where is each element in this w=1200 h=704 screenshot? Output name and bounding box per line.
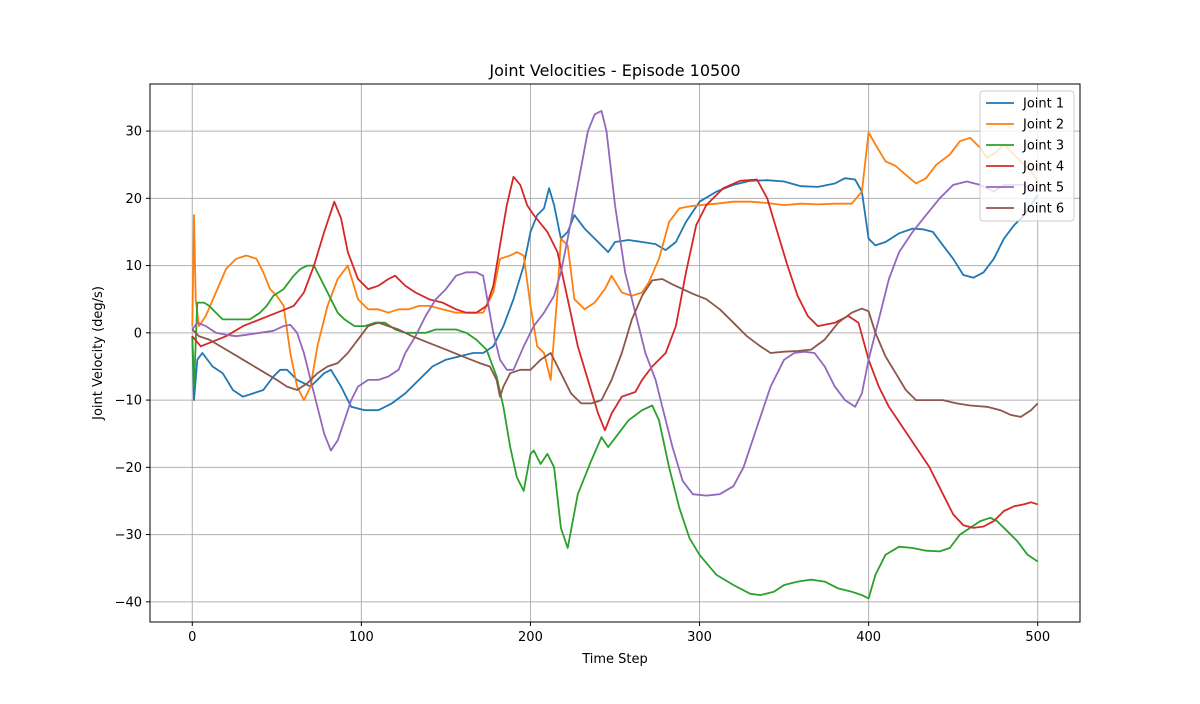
series-line-joint-5 [191, 110, 1039, 497]
y-tick-label: −10 [115, 394, 142, 409]
x-tick-label: 200 [518, 630, 543, 645]
x-tick-label: 300 [687, 630, 712, 645]
series-line-joint-2 [191, 131, 1039, 401]
y-tick-label: 20 [125, 192, 142, 207]
y-tick-label: −20 [115, 461, 142, 476]
series-lines [191, 110, 1039, 600]
plot-area-frame [149, 83, 1081, 623]
legend-label-joint-1: Joint 1 [1022, 97, 1064, 112]
legend-label-joint-6: Joint 6 [1022, 202, 1064, 217]
x-tick-label: 400 [856, 630, 881, 645]
y-tick-label: −40 [115, 595, 142, 610]
axis-ticks: 0 100 200 300 400 500 −40 −30 −20 −10 0 10 20 30 [115, 125, 1051, 645]
x-tick-label: 100 [349, 630, 374, 645]
x-tick-label: 0 [188, 630, 196, 645]
legend: Joint 1 Joint 2 Joint 3 Joint 4 Joint 5 Joint… [979, 90, 1075, 222]
y-tick-label: 30 [125, 125, 142, 140]
series-line-joint-6 [191, 278, 1039, 418]
y-tick-label: 10 [125, 259, 142, 274]
x-axis-label: Time Step [581, 652, 648, 667]
y-tick-label: −30 [115, 528, 142, 543]
series-line-joint-1 [191, 177, 1039, 412]
series-line-joint-3 [191, 264, 1039, 600]
x-tick-label: 500 [1025, 630, 1050, 645]
legend-label-joint-5: Joint 5 [1022, 181, 1064, 196]
legend-label-joint-4: Joint 4 [1022, 160, 1064, 175]
y-axis-label: Joint Velocity (deg/s) [91, 286, 106, 421]
legend-label-joint-3: Joint 3 [1022, 139, 1064, 154]
chart-title: Joint Velocities - Episode 10500 [488, 61, 740, 80]
y-tick-label: 0 [134, 326, 142, 341]
series-line-joint-4 [191, 175, 1038, 529]
legend-label-joint-2: Joint 2 [1022, 118, 1064, 133]
